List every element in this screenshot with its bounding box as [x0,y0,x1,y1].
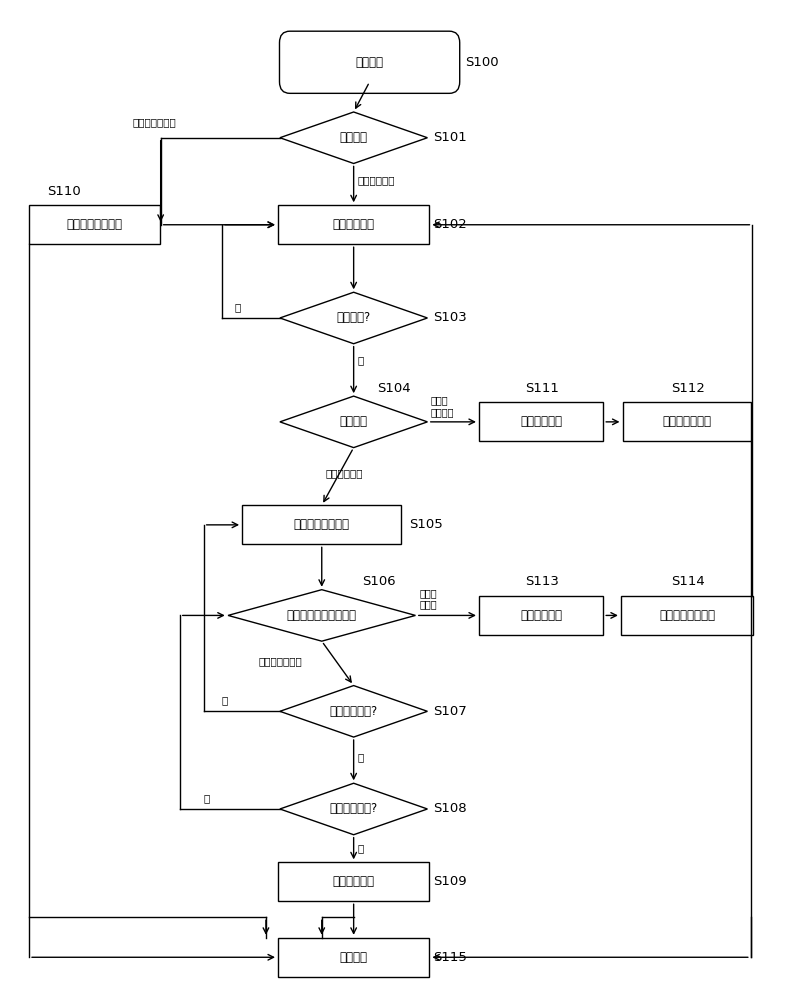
Bar [277,862,429,901]
Text: S112: S112 [670,382,704,395]
Bar [277,938,429,977]
Polygon shape [280,396,427,448]
Bar [479,596,602,635]
Text: 进入正常充电模式: 进入正常充电模式 [67,218,123,231]
Text: 不符合激活条件: 不符合激活条件 [132,118,176,128]
Text: 不满足电压条件: 不满足电压条件 [257,657,302,667]
Text: 电压测试: 电压测试 [339,415,367,428]
Bar [621,596,751,635]
Text: S100: S100 [464,56,498,69]
Text: S110: S110 [47,185,80,198]
Bar [479,402,602,441]
Text: 不满足
电压条件: 不满足 电压条件 [431,395,454,417]
Text: 程序开始: 程序开始 [355,56,383,69]
Text: S102: S102 [433,218,467,231]
Text: S107: S107 [433,705,467,718]
Text: 满足电压条件: 满足电压条件 [326,468,363,478]
Text: 满足电
压条件: 满足电 压条件 [419,588,436,609]
Bar [622,402,750,441]
FancyBboxPatch shape [279,31,459,93]
Text: S109: S109 [433,875,467,888]
Text: S103: S103 [433,311,467,324]
Text: 退出程序: 退出程序 [339,951,367,964]
Bar [277,205,429,244]
Polygon shape [280,112,427,163]
Text: S108: S108 [433,802,467,815]
Text: S106: S106 [361,575,395,588]
Text: 是: 是 [357,843,363,853]
Polygon shape [280,292,427,344]
Polygon shape [280,686,427,737]
Polygon shape [228,590,415,641]
Text: 是: 是 [357,752,363,762]
Text: 电池损坏提示: 电池损坏提示 [332,875,375,888]
Text: S104: S104 [377,382,411,395]
Text: 否: 否 [203,793,209,803]
Text: 否: 否 [235,302,241,312]
Text: 电压测试: 电压测试 [339,131,367,144]
Text: 打开限时充电: 打开限时充电 [332,218,375,231]
Bar [241,505,401,544]
Text: 电池已损坏提示: 电池已损坏提示 [662,415,711,428]
Text: 循环次数到吗?: 循环次数到吗? [329,802,377,815]
Text: S105: S105 [409,518,443,531]
Text: 限时时间到吗?: 限时时间到吗? [329,705,377,718]
Polygon shape [280,783,427,835]
Text: S115: S115 [433,951,467,964]
Text: 进入正常充电模式: 进入正常充电模式 [658,609,714,622]
Text: 符合激活条件: 符合激活条件 [357,175,395,185]
Text: S101: S101 [433,131,467,144]
Text: S111: S111 [525,382,558,395]
Text: 启动限时激活程序: 启动限时激活程序 [294,518,350,531]
Bar [29,205,160,244]
Text: 否: 否 [221,695,227,705]
Text: S113: S113 [525,575,558,588]
Text: 定时检测断电后的电压: 定时检测断电后的电压 [286,609,356,622]
Text: 是: 是 [357,355,363,365]
Text: 时间到吗?: 时间到吗? [336,311,371,324]
Text: 退出激活程序: 退出激活程序 [520,609,561,622]
Text: 退出激活程序: 退出激活程序 [520,415,561,428]
Text: S114: S114 [670,575,704,588]
